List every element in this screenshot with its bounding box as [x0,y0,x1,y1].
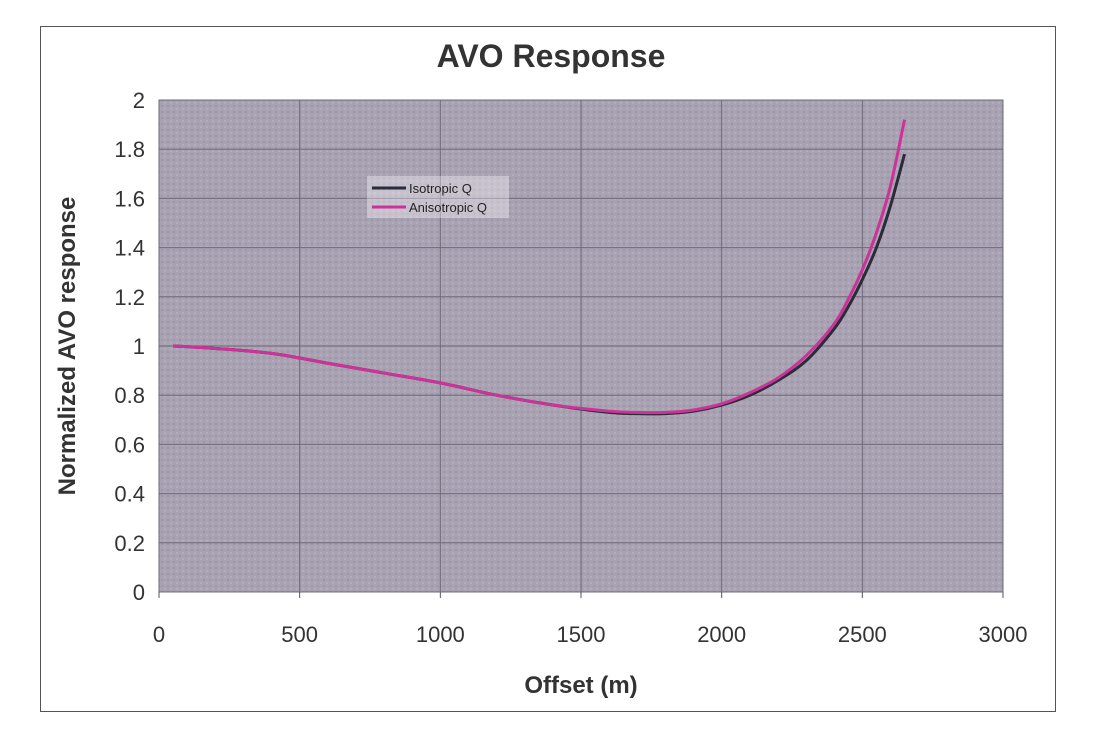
series-lines [172,119,907,416]
x-axis: 0 500 1000 1500 2000 2500 3000 [153,592,1028,647]
y-tick-label: 1.6 [114,186,145,211]
x-tick-label: 3000 [979,622,1028,647]
chart-frame: AVO Response 0 0.2 0.4 0.6 0.8 1 1.2 1.4 1.6 1.8 2… [40,26,1056,712]
y-axis-label: Normalized AVO response [54,197,81,496]
y-axis: 0 0.2 0.4 0.6 0.8 1 1.2 1.4 1.6 1.8 2 [114,88,145,605]
y-tick-label: 1.8 [114,137,145,162]
y-tick-label: 1.4 [114,236,145,261]
y-tick-label: 0.6 [114,432,145,457]
x-tick-label: 2500 [838,622,887,647]
x-tick-label: 1500 [557,622,606,647]
y-tick-label: 1 [133,334,145,359]
legend-label-isotropic: Isotropic Q [409,181,472,196]
legend: Isotropic Q Anisotropic Q [367,176,509,218]
chart-title: AVO Response [437,38,666,74]
chart: AVO Response 0 0.2 0.4 0.6 0.8 1 1.2 1.4 1.6 1.8 2… [54,38,1028,699]
x-tick-label: 500 [281,622,318,647]
legend-label-anisotropic: Anisotropic Q [409,200,487,215]
y-tick-label: 2 [133,88,145,113]
series-line-anisotropic-q [172,119,907,415]
y-tick-label: 0 [133,580,145,605]
x-axis-label: Offset (m) [524,672,637,699]
y-tick-label: 0.4 [114,482,145,507]
x-tick-label: 2000 [697,622,746,647]
legend-box [367,176,509,218]
x-tick-label: 0 [153,622,165,647]
y-tick-label: 0.2 [114,531,145,556]
y-tick-label: 1.2 [114,285,145,310]
x-tick-label: 1000 [416,622,465,647]
y-tick-label: 0.8 [114,383,145,408]
